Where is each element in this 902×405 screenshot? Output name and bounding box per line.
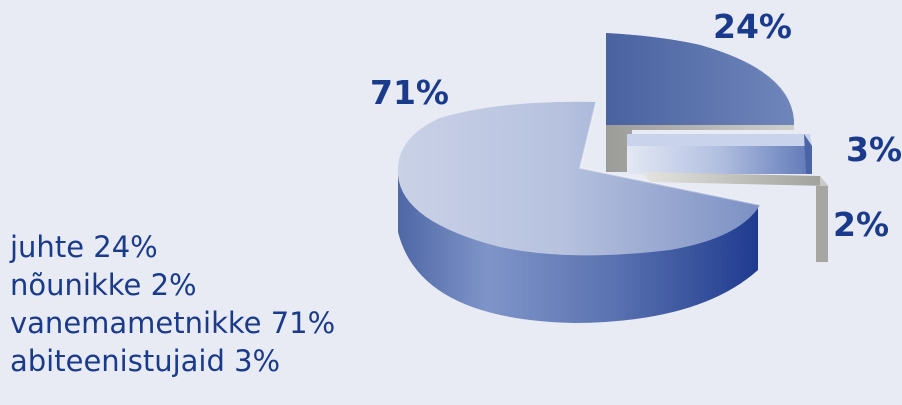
label-juhte: 24% [713,7,792,46]
label-vanemametnikke: 71% [370,73,449,112]
legend-label: vanemametnikke [10,306,262,340]
legend-label: abiteenistujaid [10,344,225,378]
slice-juhte [606,33,794,172]
label-nounikke: 2% [833,205,889,244]
legend-item-juhte: juhte 24% [10,228,335,266]
legend-label: nõunikke [10,268,142,302]
legend-value: 2% [150,268,197,302]
legend-value: 71% [270,306,336,340]
legend-item-nounikke: nõunikke 2% [10,266,335,304]
slice-abiteenistujaid [627,134,812,174]
legend-item-vanemametnikke: vanemametnikke 71% [10,304,335,342]
legend-label: juhte [10,230,85,264]
slice-nounikke [642,172,828,262]
legend-value: 24% [93,230,158,264]
label-abiteenistujaid: 3% [846,130,902,169]
legend-value: 3% [234,344,281,378]
legend: juhte 24% nõunikke 2% vanemametnikke 71%… [10,228,335,380]
legend-item-abiteenistujaid: abiteenistujaid 3% [10,342,335,380]
slice-vanemametnikke [397,101,761,323]
